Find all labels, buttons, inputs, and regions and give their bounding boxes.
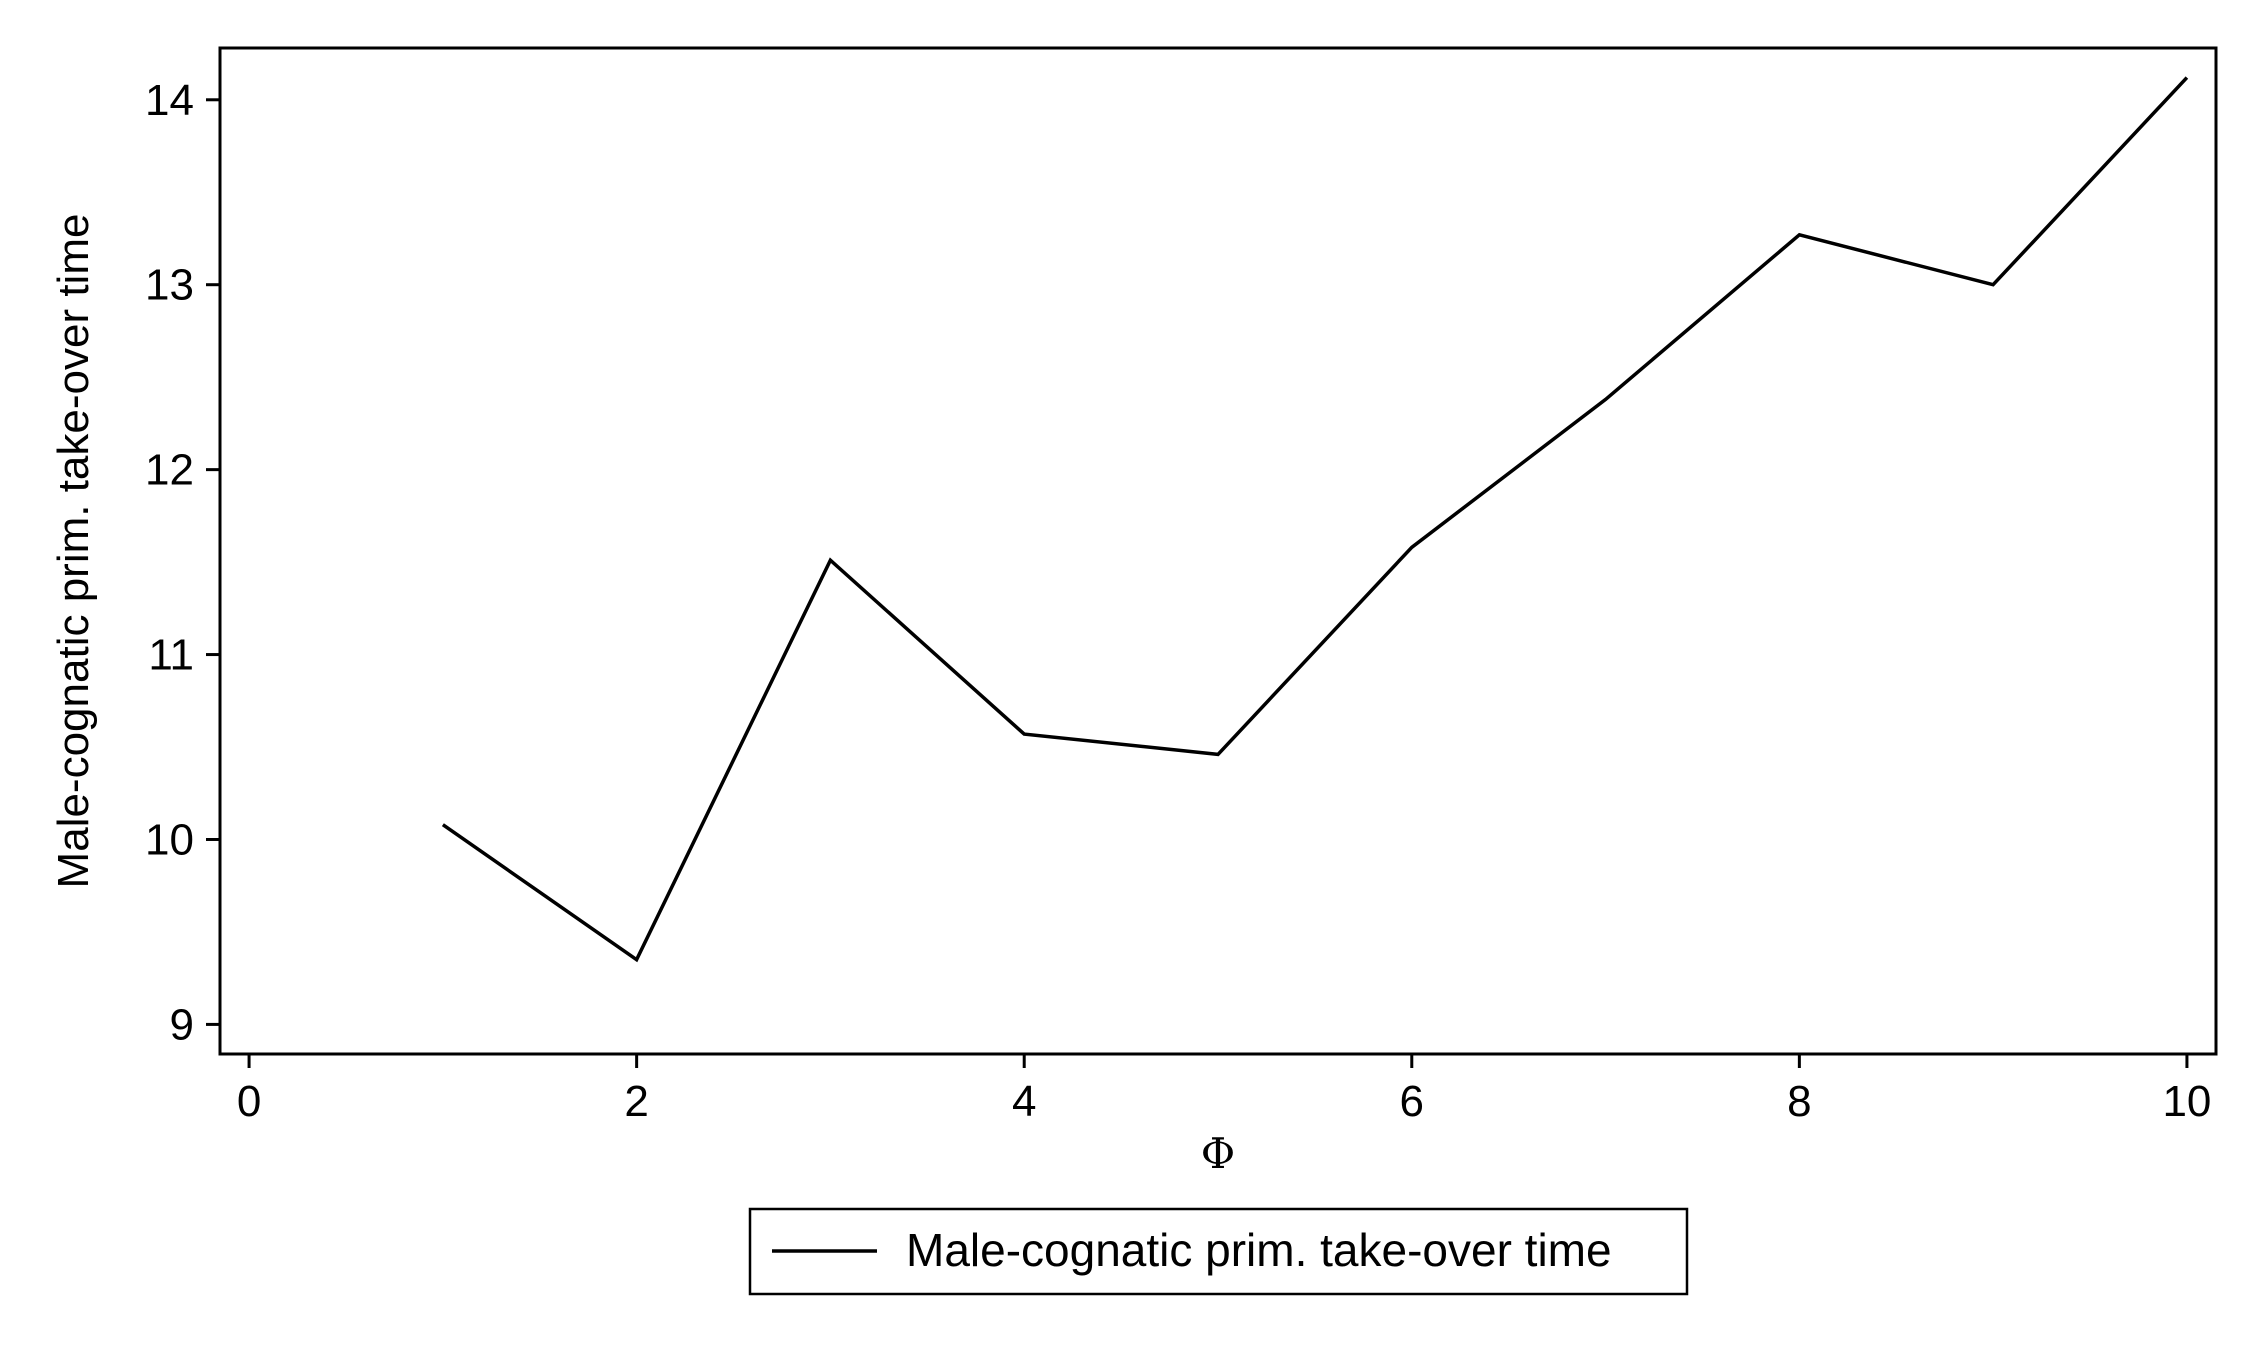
y-tick-label: 14 (145, 76, 194, 125)
y-tick-label: 13 (145, 261, 194, 310)
x-tick-label: 6 (1400, 1077, 1424, 1126)
series-layer (441, 76, 2189, 963)
y-tick-label: 11 (148, 631, 194, 680)
series-line (441, 76, 2189, 963)
x-tick-label: 2 (624, 1077, 648, 1126)
y-tick-label: 9 (170, 1000, 194, 1049)
x-axis-title: Φ (1201, 1129, 1235, 1178)
x-axis: 0 2 4 6 8 10 (237, 1054, 2211, 1126)
y-tick-label: 12 (145, 446, 194, 495)
legend-label: Male-cognatic prim. take-over time (906, 1224, 1612, 1276)
x-tick-label: 10 (2162, 1077, 2211, 1126)
x-tick-label: 8 (1787, 1077, 1811, 1126)
y-axis-title: Male-cognatic prim. take-over time (49, 214, 98, 889)
plot-frame (218, 46, 2218, 1056)
y-axis: 9 10 11 12 13 14 (145, 76, 220, 1049)
x-tick-label: 0 (237, 1077, 261, 1126)
y-tick-label: 10 (145, 815, 194, 864)
legend: Male-cognatic prim. take-over time (748, 1207, 1689, 1296)
legend-box (748, 1207, 1689, 1296)
x-tick-label: 4 (1012, 1077, 1036, 1126)
